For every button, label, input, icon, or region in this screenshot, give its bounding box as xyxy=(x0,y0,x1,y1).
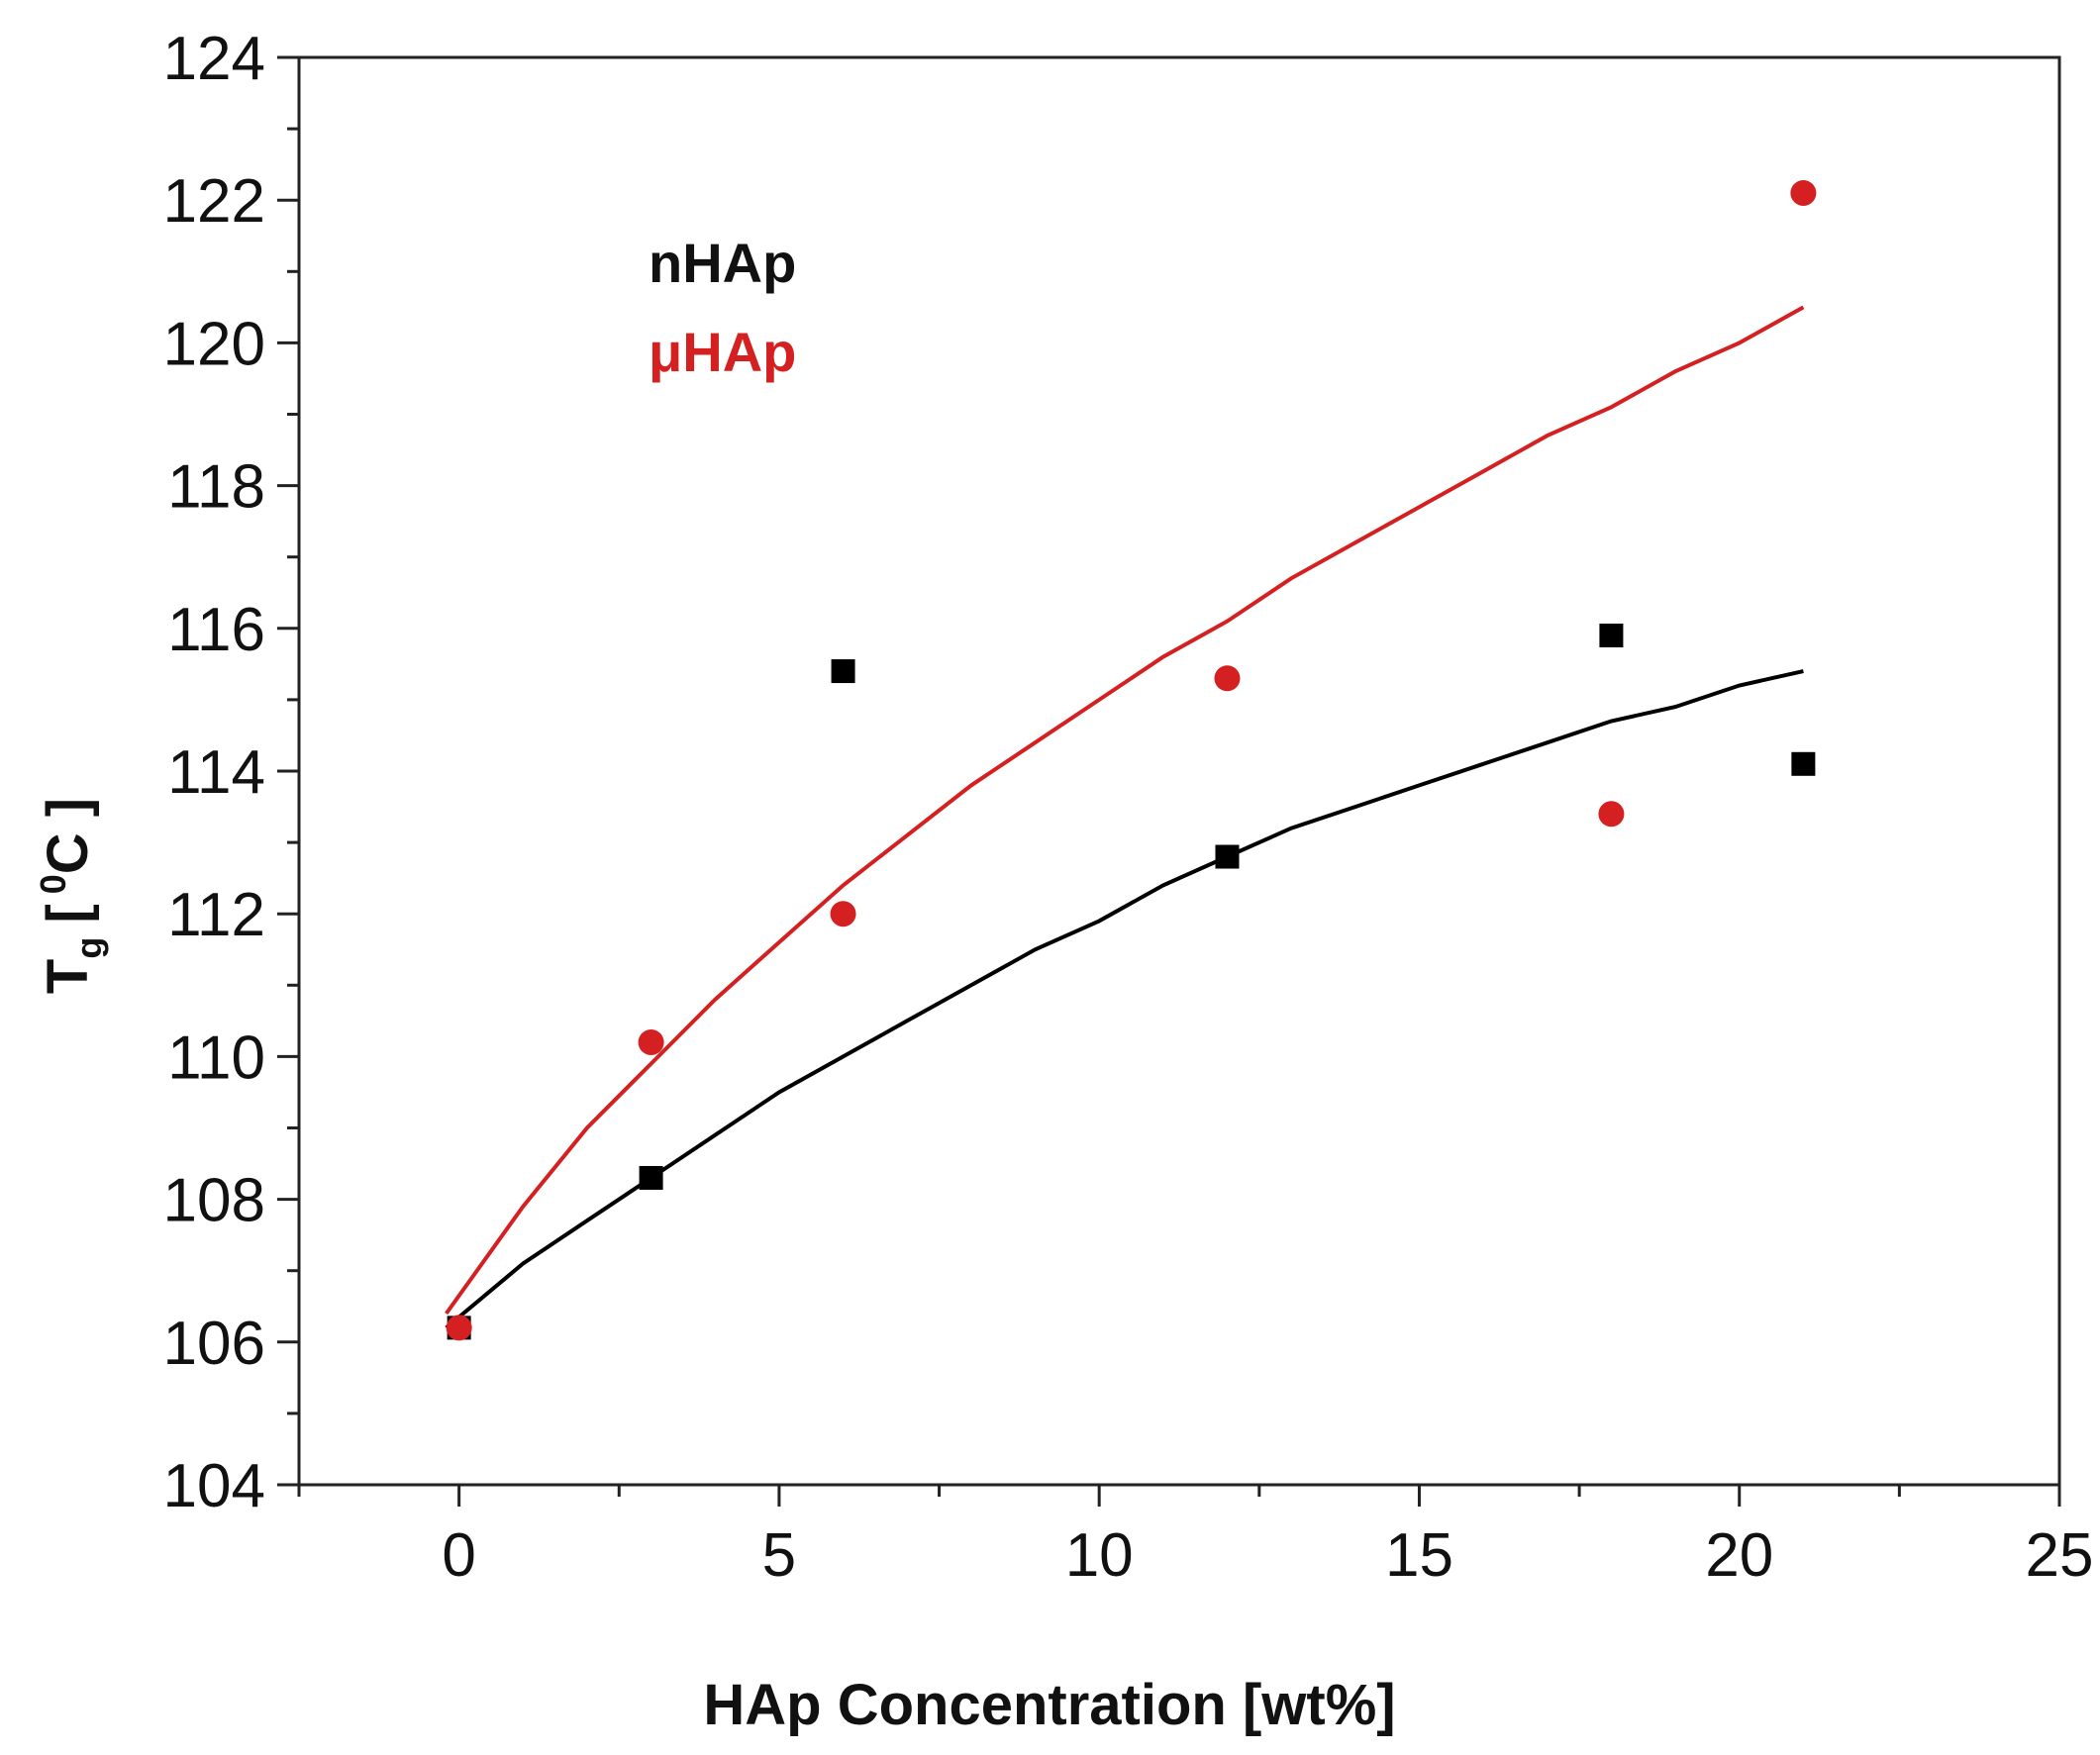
data-point-nhap xyxy=(1215,844,1240,869)
y-axis-title-superscript: 0 xyxy=(33,874,73,894)
y-tick-label: 124 xyxy=(163,25,265,93)
y-tick-label: 122 xyxy=(163,167,265,236)
y-tick-label: 116 xyxy=(167,596,265,664)
legend-label-nhap: nHAp xyxy=(649,232,796,294)
x-axis-title: HAp Concentration [wt%] xyxy=(703,1673,1395,1737)
data-point-mhap xyxy=(446,1315,472,1341)
x-tick-label: 0 xyxy=(442,1521,475,1590)
y-tick-label: 104 xyxy=(163,1452,265,1520)
y-tick-label: 114 xyxy=(167,738,265,807)
y-axis-title-main: T xyxy=(36,959,100,994)
data-point-mhap xyxy=(830,901,856,927)
data-point-mhap xyxy=(1598,801,1625,828)
x-tick-label: 5 xyxy=(762,1521,796,1590)
data-point-mhap xyxy=(1790,179,1817,206)
data-point-nhap xyxy=(1599,624,1624,648)
data-point-mhap xyxy=(638,1028,664,1055)
fit-curve-mhap xyxy=(445,305,1805,1316)
data-point-nhap xyxy=(831,659,855,684)
data-point-mhap xyxy=(1214,665,1241,692)
x-tick-label: 25 xyxy=(2026,1521,2094,1590)
y-axis-title-unit: C ] xyxy=(36,798,100,874)
y-tick-label: 118 xyxy=(167,453,265,522)
y-tick-label: 120 xyxy=(163,310,265,378)
data-point-nhap xyxy=(639,1165,663,1190)
y-axis-title-bracket: [ xyxy=(36,904,100,923)
axis-layer: 0 5 10 15 20 25 104 106 108 110 112 114 116 118 120 122… xyxy=(163,25,2094,1590)
y-axis-title: Tg [0C ] xyxy=(33,798,109,994)
y-tick-label: 108 xyxy=(163,1167,265,1235)
data-point-nhap xyxy=(1791,751,1816,776)
legend-label-mhap: μHAp xyxy=(649,321,796,383)
data-points xyxy=(446,179,1817,1341)
y-tick-label: 110 xyxy=(167,1024,265,1092)
y-axis-title-subscript: g xyxy=(68,937,109,959)
y-tick-label: 112 xyxy=(167,881,265,949)
x-tick-label: 10 xyxy=(1065,1521,1134,1590)
x-tick-label: 15 xyxy=(1385,1521,1453,1590)
x-tick-label: 20 xyxy=(1705,1521,1773,1590)
fit-curve-nhap xyxy=(445,669,1804,1329)
y-tick-label: 106 xyxy=(163,1310,265,1378)
fit-curves xyxy=(445,305,1805,1329)
